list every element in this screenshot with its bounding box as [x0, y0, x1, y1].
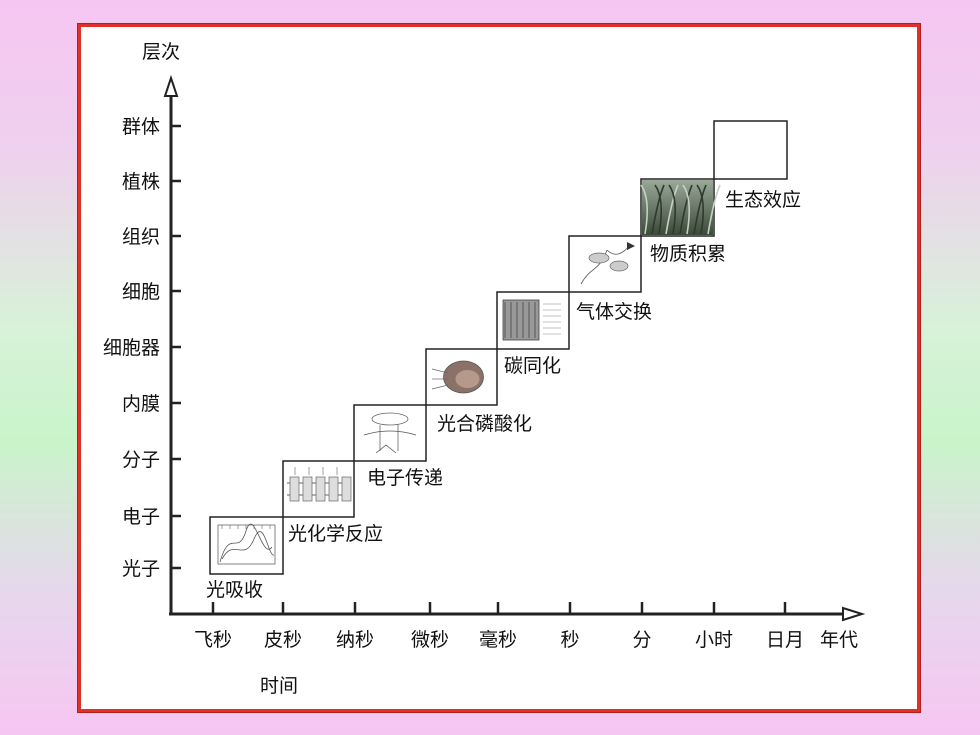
thumbnail-image [502, 299, 561, 341]
x-tick-label: 微秒 [411, 629, 449, 651]
thumbnail-image [431, 360, 484, 394]
step-box [713, 120, 788, 180]
y-tick-label: 细胞 [122, 281, 160, 303]
y-tick-label: 分子 [122, 449, 160, 471]
x-tick-label: 纳秒 [336, 629, 374, 651]
step-label: 生态效应 [725, 189, 801, 211]
y-tick-label: 植株 [122, 171, 160, 193]
step-label: 光合磷酸化 [437, 413, 532, 435]
step-frame [568, 235, 642, 293]
step-box [353, 404, 427, 462]
x-axis-ticks: 飞秒 皮秒 纳秒 微秒 毫秒 秒 分 小时 日月 [194, 602, 804, 651]
y-tick-label: 光子 [122, 558, 160, 580]
y-tick-label: 电子 [122, 506, 160, 528]
step-box [640, 178, 721, 237]
thumbnail-image [580, 242, 635, 285]
x-tick-label: 皮秒 [264, 629, 302, 651]
step-box [425, 348, 498, 406]
x-tick-label: 小时 [695, 629, 733, 651]
step-label: 光吸收 [206, 579, 263, 601]
thumbnail-image [217, 523, 276, 565]
y-axis-title: 层次 [142, 41, 180, 63]
x-tick-label: 毫秒 [479, 629, 517, 651]
step-frame [209, 516, 284, 575]
x-tick-label: 分 [632, 629, 651, 651]
step-box [568, 235, 642, 293]
axes [163, 74, 866, 622]
step-label: 碳同化 [504, 355, 561, 377]
y-tick-label: 细胞器 [103, 337, 160, 359]
step-label: 电子传递 [367, 467, 443, 489]
step-label: 物质积累 [650, 243, 726, 265]
x-axis-title: 年代 [820, 629, 858, 651]
step-box [282, 460, 355, 518]
y-tick-label: 内膜 [122, 393, 160, 415]
thumbnail-image [287, 467, 352, 502]
step-label: 光化学反应 [288, 523, 383, 545]
process-steps: 光吸收 光化学反应 电子传递 光合磷酸化 碳同化 气体交换 物质积累 生态效应 [206, 120, 801, 601]
y-tick-label: 群体 [122, 116, 160, 138]
x-axis-arrow [842, 606, 866, 622]
step-label: 气体交换 [576, 301, 652, 323]
y-tick-label: 组织 [122, 226, 160, 248]
thumbnail-image [363, 412, 417, 454]
x-axis-subtitle: 时间 [260, 675, 298, 697]
step-frame [713, 120, 788, 180]
y-axis-arrow [163, 74, 179, 97]
step-box [496, 291, 570, 350]
step-box [209, 516, 284, 575]
x-tick-label: 飞秒 [194, 629, 232, 651]
thumbnail-image [640, 180, 721, 235]
y-axis-ticks: 光子 电子 分子 内膜 细胞器 细胞 组织 植株 群体 [103, 116, 181, 580]
x-tick-label: 秒 [560, 629, 579, 651]
x-tick-label: 日月 [766, 629, 804, 651]
step-frame [353, 404, 427, 462]
